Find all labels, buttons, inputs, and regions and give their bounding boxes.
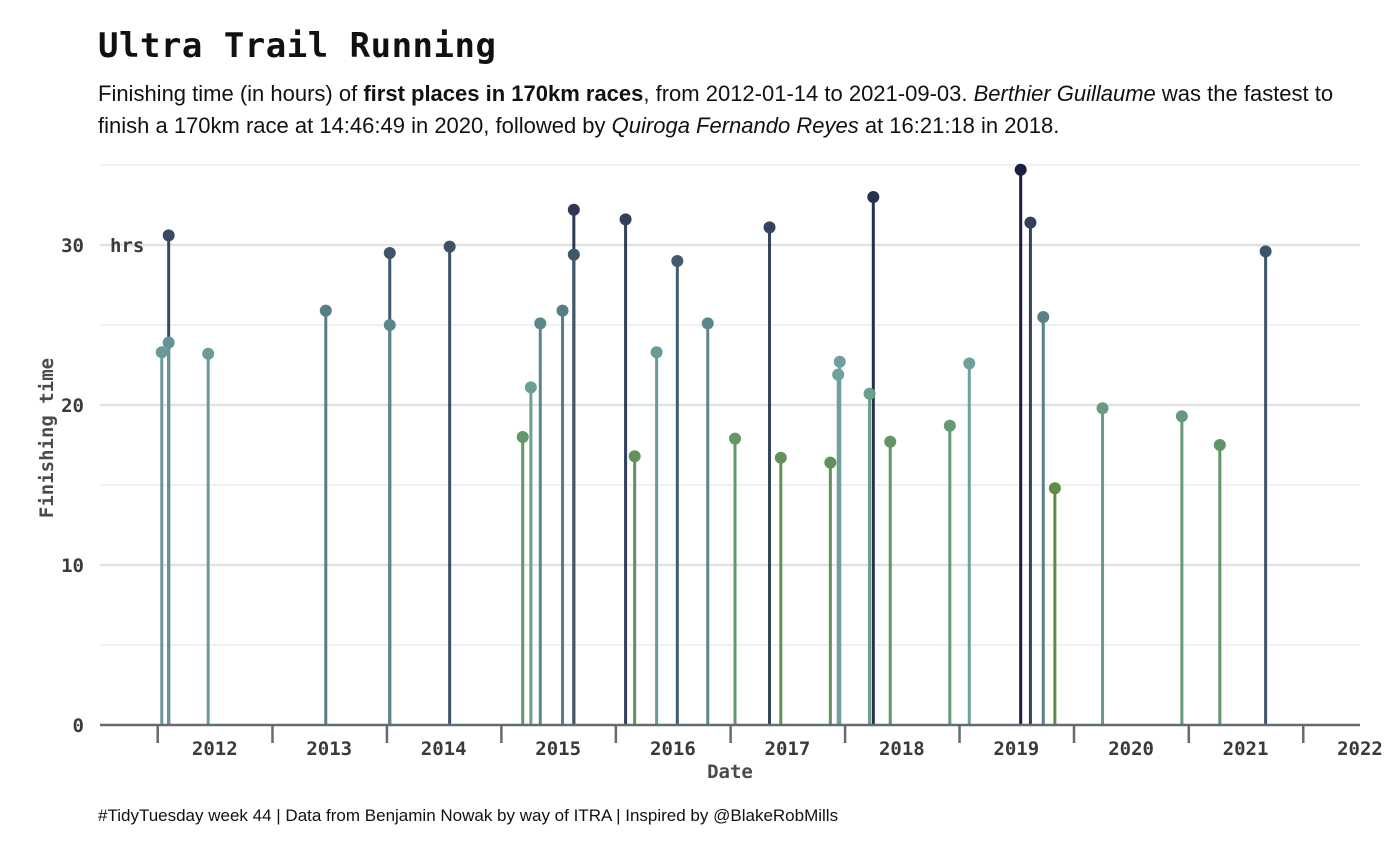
- dot: [863, 387, 876, 400]
- dot: [628, 450, 641, 463]
- dot: [701, 317, 714, 330]
- dot: [671, 255, 684, 267]
- subtitle-part: Finishing time (in hours) of: [98, 81, 364, 106]
- subtitle-part: was the fastest to finish a 170km race a…: [98, 81, 1334, 138]
- x-tick-label: 2013: [306, 738, 352, 760]
- dot: [556, 304, 569, 317]
- subtitle-highlight: first places in 170km races: [363, 81, 644, 106]
- y-unit-label: hrs: [110, 235, 144, 257]
- chart-title: Ultra Trail Running: [98, 26, 497, 66]
- dot: [383, 247, 396, 259]
- y-tick-label: 30: [61, 235, 84, 257]
- y-axis-title: Finishing time: [36, 358, 58, 518]
- x-tick-label: 2020: [1108, 738, 1154, 760]
- dot: [1213, 439, 1226, 451]
- x-tick-label: 2019: [993, 738, 1039, 760]
- x-tick-label: 2012: [192, 738, 238, 760]
- subtitle-second-runner: Quiroga Fernando Reyes: [611, 113, 859, 138]
- gridlines: [100, 164, 1360, 646]
- x-tick-label: 2021: [1223, 738, 1269, 760]
- subtitle-fastest-runner: Berthier Guillaume: [973, 81, 1156, 106]
- y-tick-label: 0: [73, 715, 84, 737]
- x-axis-title: Date: [707, 761, 753, 783]
- dot: [1048, 482, 1061, 495]
- dot: [1014, 163, 1027, 176]
- dot: [162, 336, 175, 349]
- dot: [884, 435, 897, 448]
- dot: [774, 451, 787, 464]
- dot: [1259, 245, 1272, 258]
- dot: [443, 240, 456, 253]
- dot: [832, 368, 845, 381]
- dot: [162, 229, 175, 242]
- dot: [619, 213, 632, 226]
- axes: 0 10 20 30 hrs 2012 2013 2014 2015 2016 2017 2018 20…: [61, 235, 1383, 760]
- dot: [524, 381, 537, 394]
- y-tick-label: 10: [61, 555, 84, 577]
- x-tick-label: 2022: [1337, 738, 1383, 760]
- subtitle-part: at 16:21:18 in 2018.: [858, 113, 1060, 138]
- dot: [943, 419, 956, 432]
- dot: [534, 317, 547, 330]
- caption: #TidyTuesday week 44 | Data from Benjami…: [98, 806, 839, 825]
- x-tick-label: 2017: [765, 738, 811, 760]
- dot: [319, 304, 332, 317]
- dot: [1024, 216, 1037, 229]
- dot: [202, 347, 215, 360]
- chart-subtitle: Finishing time (in hours) of first place…: [98, 78, 1338, 142]
- x-tick-label: 2016: [650, 738, 696, 760]
- dot: [516, 431, 529, 443]
- dot: [567, 248, 580, 261]
- dot: [567, 203, 580, 216]
- dot: [763, 221, 776, 234]
- x-tick-label: 2014: [421, 738, 467, 760]
- subtitle-part: , from 2012-01-14 to 2021-09-03.: [643, 81, 974, 106]
- dots: [155, 163, 1272, 495]
- dot: [1175, 410, 1188, 423]
- dot: [833, 355, 846, 368]
- dot: [1037, 311, 1050, 323]
- stems: [160, 169, 1268, 725]
- dot: [867, 191, 880, 203]
- dot: [729, 432, 742, 445]
- x-tick-label: 2015: [535, 738, 581, 760]
- dot: [1096, 402, 1109, 415]
- dot: [650, 346, 663, 359]
- x-tick-label: 2018: [879, 738, 925, 760]
- dot: [383, 319, 396, 331]
- dot: [963, 357, 976, 370]
- dot: [824, 456, 837, 469]
- dot: [155, 346, 168, 359]
- y-tick-label: 20: [61, 395, 84, 417]
